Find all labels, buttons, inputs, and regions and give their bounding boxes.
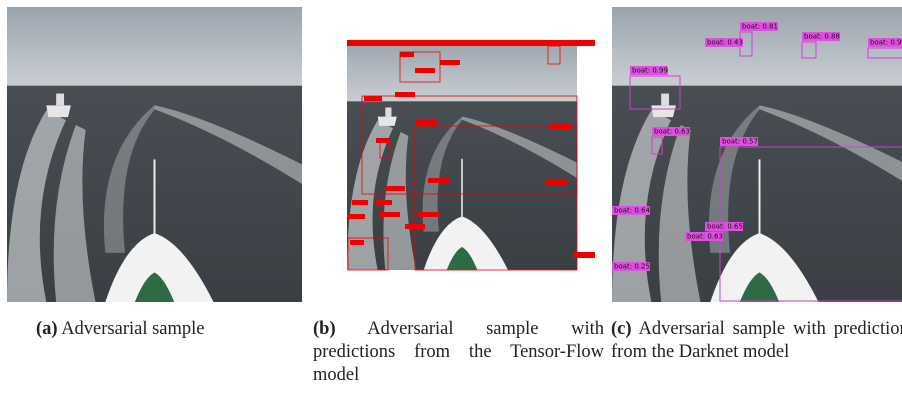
caption-text: Adversarial sample — [61, 319, 204, 339]
detection-label: boat: 0.64 — [614, 207, 650, 215]
caption-text: Adversarial sample with predictions from… — [611, 319, 902, 362]
detection-label: boat: 0.25 — [614, 263, 650, 271]
detection-label: boat: 0.99 — [632, 67, 668, 75]
caption-label: (b) — [313, 319, 336, 339]
caption-label: (c) — [611, 319, 632, 339]
caption-label: (a) — [36, 319, 58, 339]
caption-text: Adversarial sample with predictions from… — [313, 319, 604, 385]
image-b — [347, 40, 577, 270]
caption-a: (a) Adversarial sample — [36, 318, 296, 341]
image-a — [7, 7, 302, 302]
detection-label: boat: 0.65 — [707, 223, 743, 231]
detection-label: boat: 0.43 — [707, 39, 743, 47]
page: boat: 0.81 boat: 0.43 boat: 0.88 boat: 0.97… — [0, 0, 902, 402]
detection-label: boat: 0.88 — [804, 33, 840, 41]
detection-label: boat: 0.63 — [654, 128, 690, 136]
figure-images: boat: 0.81 boat: 0.43 boat: 0.88 boat: 0.97… — [0, 0, 902, 320]
caption-c: (c) Adversarial sample with predictions … — [611, 318, 902, 364]
detection-label: boat: 0.97 — [870, 39, 902, 47]
detection-label: boat: 0.81 — [742, 23, 778, 31]
detection-label: boat: 0.63 — [687, 233, 723, 241]
detection-label: boat: 0.57 — [722, 138, 758, 146]
caption-b: (b) Adversarial sample with predictions … — [313, 318, 604, 387]
